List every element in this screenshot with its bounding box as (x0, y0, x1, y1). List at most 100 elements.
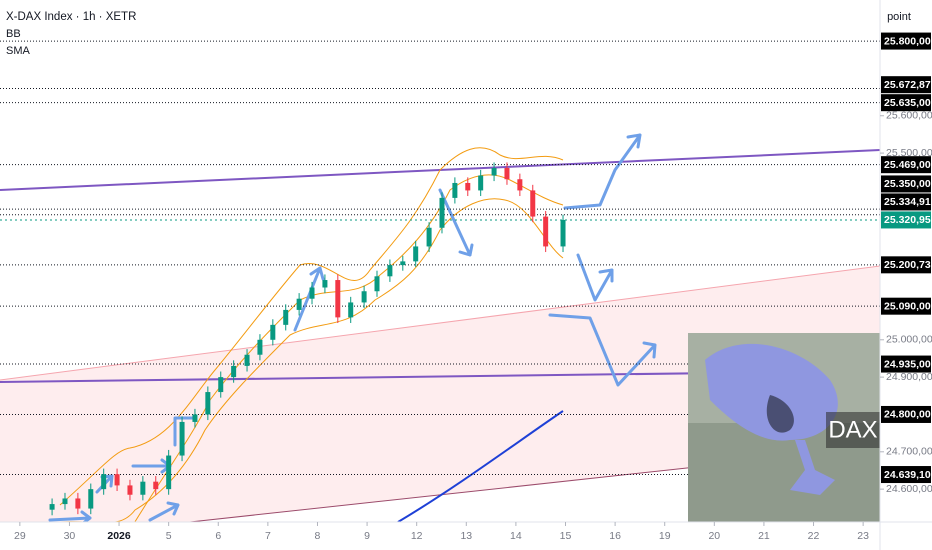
level-label-box (881, 175, 931, 193)
inset-figure (790, 440, 835, 495)
level-label-box (881, 156, 931, 174)
inset-image: DAX (688, 333, 880, 522)
candle-body (257, 339, 263, 355)
candle-body (309, 287, 315, 299)
candle-body (101, 474, 107, 490)
indicator-label: SMA (6, 45, 31, 57)
candle-body (426, 227, 432, 247)
candle-body (530, 190, 536, 217)
candle-body (127, 485, 133, 495)
candle-body (452, 182, 458, 198)
inset-label: DAX (828, 416, 877, 443)
candle-body (114, 474, 120, 486)
x-tick-label: 6 (215, 530, 221, 542)
candles (49, 162, 566, 516)
indicator-label: BB (6, 28, 21, 40)
arrow (548, 313, 657, 387)
candle-body (296, 298, 302, 310)
candle-body (75, 498, 81, 509)
axes: 29 30 2026 5 6 7 8 9 12 13 14 15 16 19 20 21 22 23 25.600,… (14, 32, 932, 542)
candle-body (478, 175, 484, 191)
candle-body (543, 216, 549, 247)
level-label-box (881, 297, 931, 315)
candle-body (140, 481, 146, 495)
candle-body (218, 377, 224, 393)
y-tick-label: 24.600,00 (886, 483, 932, 495)
x-tick-label: 29 (14, 530, 26, 542)
level-label: 25.635,00 (884, 97, 931, 109)
candle-body (387, 265, 393, 277)
arrow (293, 266, 325, 332)
arrow (576, 253, 614, 302)
x-tick-label: 7 (265, 530, 271, 542)
channel-upper (0, 265, 880, 381)
arrows (48, 133, 657, 522)
last-price-label: 25.320,95 (884, 214, 931, 226)
candle-body (335, 280, 341, 318)
candle-body (62, 498, 68, 505)
x-tick-label: 16 (609, 530, 621, 542)
level-label: 24.800,00 (884, 409, 931, 421)
level-label: 25.334,91 (884, 196, 931, 208)
arrow (173, 416, 197, 447)
level-label: 24.935,00 (884, 358, 931, 370)
x-tick-label: 22 (808, 530, 820, 542)
y-tick-label: 24.900,00 (886, 371, 932, 383)
x-tick-label: 23 (857, 530, 869, 542)
candle-body (322, 280, 328, 288)
x-tick-label: 12 (411, 530, 423, 542)
level-label: 25.350,00 (884, 178, 931, 190)
candle-body (244, 354, 250, 366)
candle-body (465, 182, 471, 191)
last-price-box (881, 211, 931, 229)
x-tick-label: 5 (166, 530, 172, 542)
candle-body (153, 481, 159, 490)
inset-label-box (826, 412, 880, 448)
level-label: 24.639,10 (884, 469, 931, 481)
candle-body (283, 309, 289, 325)
inset-figure (705, 343, 838, 441)
inset-figure (766, 395, 794, 433)
candle-body (491, 168, 497, 176)
candle-body (231, 365, 237, 378)
candle-body (49, 504, 55, 510)
level-label-box (881, 193, 931, 211)
candle-body (361, 291, 367, 303)
candle-body (400, 261, 406, 266)
candle-body (439, 197, 445, 228)
candle-body (413, 246, 419, 262)
bollinger-upper (59, 147, 564, 506)
x-tick-label: 19 (659, 530, 671, 542)
sma-line (397, 410, 564, 522)
axis-title: point (887, 11, 911, 23)
channel-fill (0, 266, 880, 522)
arrow (563, 133, 642, 210)
candle-body (348, 302, 354, 318)
candle-body (374, 276, 380, 292)
level-label-box (881, 32, 931, 50)
level-label: 25.090,00 (884, 300, 931, 312)
x-tick-label: 15 (560, 530, 572, 542)
bollinger-basis (134, 174, 564, 522)
bollinger-lower (59, 198, 564, 522)
level-label-box (881, 405, 931, 423)
arrow (48, 510, 92, 522)
candle-body (517, 179, 523, 191)
x-tick-label: 21 (758, 530, 770, 542)
y-tick-label: 25.600,00 (886, 110, 932, 122)
candle-body (166, 455, 172, 490)
arrow (438, 188, 474, 257)
x-tick-label: 14 (510, 530, 522, 542)
level-label-box (881, 256, 931, 274)
candle-body (504, 168, 510, 180)
level-label-box (881, 466, 931, 484)
candle-body (560, 219, 566, 247)
x-tick-label: 2026 (107, 530, 131, 542)
level-label-box (881, 355, 931, 373)
level-label: 25.200,73 (884, 259, 931, 271)
candle-body (205, 392, 211, 415)
x-tick-label: 13 (460, 530, 472, 542)
x-tick-label: 30 (64, 530, 76, 542)
